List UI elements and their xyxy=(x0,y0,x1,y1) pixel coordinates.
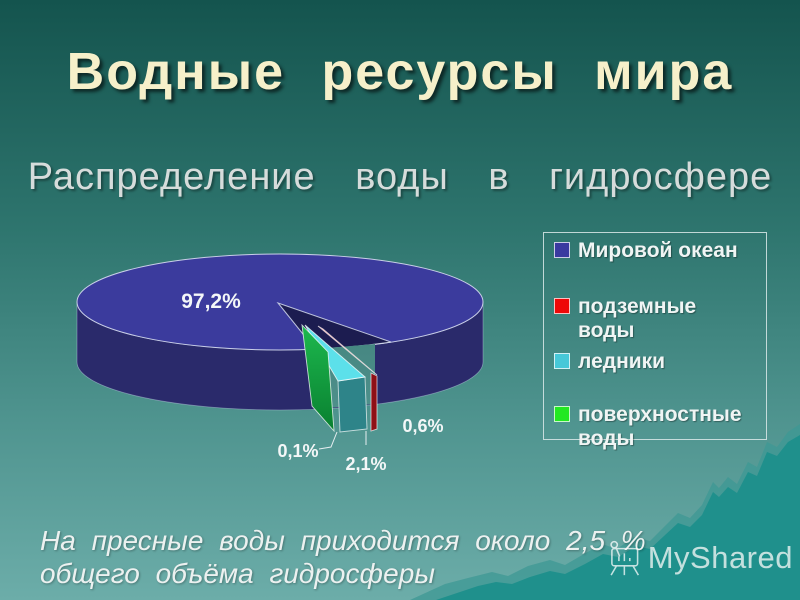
callout-line-surface-water xyxy=(318,431,338,450)
legend-label-glaciers: ледники xyxy=(578,350,666,373)
watermark: MyShared xyxy=(608,530,793,585)
presentation-easel-icon xyxy=(610,540,640,576)
legend-swatch-glaciers xyxy=(554,353,570,369)
legend-label-ocean: Мировой океан xyxy=(578,239,738,262)
slice-glaciers xyxy=(304,324,368,433)
label-ocean-percent: 97,2% xyxy=(181,290,241,313)
legend-item-surface-water: поверхностные воды xyxy=(554,403,754,451)
slide-subtitle: Распределение воды в гидросфере xyxy=(27,156,773,198)
slice-groundwater-front xyxy=(370,372,378,432)
label-surface-water-percent: 0,1% xyxy=(277,441,318,461)
slice-groundwater xyxy=(317,325,378,432)
footnote-line1: На пресные воды приходится около 2,5 % xyxy=(40,525,646,556)
chart-legend: Мировой океан подземные воды ледники пов… xyxy=(543,232,767,450)
slice-groundwater-top xyxy=(317,325,378,376)
legend-swatch-groundwater xyxy=(554,298,570,314)
legend-item-ocean: Мировой океан xyxy=(554,239,754,263)
footnote-line2: общего объёма гидросферы xyxy=(40,558,435,589)
slice-surface-water xyxy=(301,323,335,433)
label-groundwater-percent: 0,6% xyxy=(402,416,443,436)
legend-swatch-surface-water xyxy=(554,406,570,422)
mountain-front xyxy=(436,435,800,600)
legend-item-glaciers: ледники xyxy=(554,350,754,374)
watermark-text: MyShared xyxy=(647,539,793,575)
slice-glaciers-front xyxy=(337,376,368,433)
footnote: На пресные воды приходится около 2,5 % о… xyxy=(40,524,680,590)
legend-item-groundwater: подземные воды xyxy=(554,295,754,343)
legend-label-groundwater: подземные воды xyxy=(578,295,697,342)
slide-title: Водные ресурсы мира xyxy=(66,43,734,101)
pie-top-ocean xyxy=(76,253,484,351)
legend-label-surface-water: поверхностные воды xyxy=(578,403,742,450)
label-glaciers-percent: 2,1% xyxy=(345,454,386,474)
legend-swatch-ocean xyxy=(554,242,570,258)
